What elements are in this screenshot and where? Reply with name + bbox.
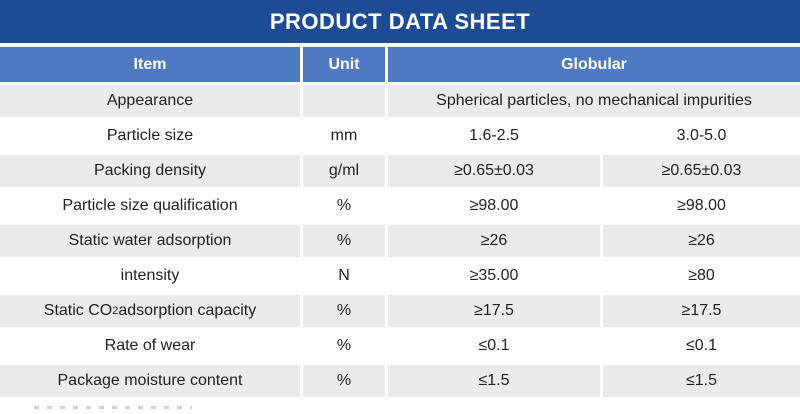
table-row-static-water-adsorption: Static water adsorption % ≥26 ≥26 bbox=[0, 225, 800, 257]
value-cell-1: 1.6-2.5 bbox=[388, 120, 600, 152]
clipped-text-fragment bbox=[34, 406, 192, 409]
table-row-static-co2-adsorption-capacity: Static CO 2 adsorption capacity % ≥17.5 ≥… bbox=[0, 295, 800, 327]
value-cell-2: ≥98.00 bbox=[603, 190, 800, 222]
item-label-suffix: adsorption capacity bbox=[118, 302, 257, 319]
table-row-packing-density: Packing density g/ml ≥0.65±0.03 ≥0.65±0.… bbox=[0, 155, 800, 187]
table-row-intensity: intensity N ≥35.00 ≥80 bbox=[0, 260, 800, 292]
table-row-package-moisture-content: Package moisture content % ≤1.5 ≤1.5 bbox=[0, 365, 800, 397]
item-cell: Static CO 2 adsorption capacity bbox=[0, 295, 300, 327]
value-cell-2: ≥26 bbox=[603, 225, 800, 257]
item-cell: Particle size bbox=[0, 120, 300, 152]
item-cell: Packing density bbox=[0, 155, 300, 187]
value-cell-2: ≥80 bbox=[603, 260, 800, 292]
unit-cell: N bbox=[303, 260, 385, 292]
item-cell: Particle size qualification bbox=[0, 190, 300, 222]
table-row-particle-size-qualification: Particle size qualification % ≥98.00 ≥98… bbox=[0, 190, 800, 222]
unit-cell: % bbox=[303, 365, 385, 397]
column-header-unit: Unit bbox=[303, 47, 385, 82]
value-cell-1: ≤1.5 bbox=[388, 365, 600, 397]
value-cell-1: ≥0.65±0.03 bbox=[388, 155, 600, 187]
value-cell-2: ≤0.1 bbox=[603, 330, 800, 362]
table-row-appearance: Appearance Spherical particles, no mecha… bbox=[0, 85, 800, 117]
value-cell-1: ≥17.5 bbox=[388, 295, 600, 327]
unit-cell: mm bbox=[303, 120, 385, 152]
item-label-prefix: Static CO bbox=[43, 302, 113, 319]
item-cell: Package moisture content bbox=[0, 365, 300, 397]
table-row-particle-size: Particle size mm 1.6-2.5 3.0-5.0 bbox=[0, 120, 800, 152]
item-cell: Rate of wear bbox=[0, 330, 300, 362]
column-header-item: Item bbox=[0, 47, 300, 82]
column-header-globular: Globular bbox=[388, 47, 800, 82]
title-bar: PRODUCT DATA SHEET bbox=[0, 0, 800, 43]
table-row-rate-of-wear: Rate of wear % ≤0.1 ≤0.1 bbox=[0, 330, 800, 362]
unit-cell: g/ml bbox=[303, 155, 385, 187]
item-cell: Static water adsorption bbox=[0, 225, 300, 257]
value-cell-2: ≥17.5 bbox=[603, 295, 800, 327]
unit-cell: % bbox=[303, 190, 385, 222]
value-cell-1: ≥26 bbox=[388, 225, 600, 257]
item-cell: Appearance bbox=[0, 85, 300, 117]
value-cell-merged: Spherical particles, no mechanical impur… bbox=[388, 85, 800, 117]
value-cell-2: ≤1.5 bbox=[603, 365, 800, 397]
unit-cell: % bbox=[303, 225, 385, 257]
value-cell-2: 3.0-5.0 bbox=[603, 120, 800, 152]
unit-cell: % bbox=[303, 295, 385, 327]
value-cell-2: ≥0.65±0.03 bbox=[603, 155, 800, 187]
unit-cell: % bbox=[303, 330, 385, 362]
value-cell-1: ≤0.1 bbox=[388, 330, 600, 362]
unit-cell bbox=[303, 85, 385, 117]
value-cell-1: ≥98.00 bbox=[388, 190, 600, 222]
clipped-next-row bbox=[0, 400, 800, 414]
page-title: PRODUCT DATA SHEET bbox=[269, 8, 531, 34]
value-cell-1: ≥35.00 bbox=[388, 260, 600, 292]
table-header-row: Item Unit Globular bbox=[0, 47, 800, 82]
item-cell: intensity bbox=[0, 260, 300, 292]
